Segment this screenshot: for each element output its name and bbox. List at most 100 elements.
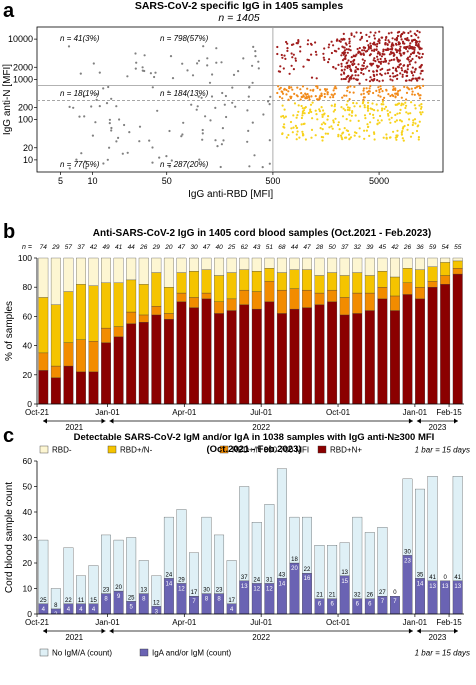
scatter-point-rbd-pos-n-pos xyxy=(315,77,318,80)
scatter-point-rbd-neg xyxy=(231,86,234,89)
scatter-point-rbd-pos-n-pos xyxy=(369,42,372,45)
scatter-point-rbd-pos-n-pos xyxy=(375,48,378,52)
scatter-point-rbd-pos-n-neg xyxy=(375,103,378,106)
scatter-point-rbd-pos-n-neg xyxy=(418,120,421,123)
scatter-point-rbd-pos-n-neg xyxy=(410,101,413,104)
sample-size-label: 47 xyxy=(203,244,211,251)
scatter-point-rbd-pos-n-neg xyxy=(345,103,348,106)
count-label-iga-igm: 15 xyxy=(341,579,348,585)
scatter-point-rbd-pos-n-neg xyxy=(322,121,325,124)
scatter-point-rbd-pos-n-pos xyxy=(370,78,373,81)
scatter-point-rbd-pos-n-neg xyxy=(412,121,415,124)
scatter-point-rbd-pos-n-pos xyxy=(346,75,349,78)
scatter-point-rbd-pos-n-neg xyxy=(418,104,421,107)
scatter-point-rbd-pos-n-neg xyxy=(387,112,390,116)
panel-c-title-line2: (Oct.2021 - Feb.2023) xyxy=(206,444,301,455)
scatter-point-rbd-pos-n-pos xyxy=(344,42,347,45)
scatter-point-rbd-pos-n-neg xyxy=(296,126,299,129)
scatter-point-rbd-pos-n-pos xyxy=(406,37,409,40)
scatter-point-rbd-pos-n-mid xyxy=(383,96,386,99)
scatter-point-rbd-pos-n-neg xyxy=(400,133,403,136)
bar-segment xyxy=(339,314,350,405)
bar-segment-no-igm xyxy=(339,542,350,576)
y-tick-label: 20 xyxy=(23,558,33,568)
scatter-point-rbd-neg xyxy=(72,106,75,109)
scatter-point-rbd-neg xyxy=(102,87,105,90)
scatter-point-rbd-pos-n-neg xyxy=(333,108,337,111)
scatter-point-rbd-pos-n-pos xyxy=(327,61,330,64)
scatter-point-rbd-pos-n-pos xyxy=(352,77,355,80)
scatter-point-rbd-pos-n-neg xyxy=(346,129,350,133)
scatter-point-rbd-pos-n-neg xyxy=(372,113,375,116)
scatter-point-rbd-neg xyxy=(115,140,118,143)
scatter-point-rbd-pos-n-mid xyxy=(353,85,356,88)
scatter-point-rbd-pos-n-mid xyxy=(375,89,378,92)
bar-segment xyxy=(276,272,287,291)
scatter-point-rbd-pos-n-neg xyxy=(414,107,417,110)
scatter-point-rbd-neg xyxy=(107,85,110,89)
scatter-point-rbd-neg xyxy=(248,86,251,89)
bar-segment xyxy=(239,257,250,270)
scatter-point-rbd-neg xyxy=(268,139,271,142)
sample-size-label: 47 xyxy=(303,244,311,251)
scatter-point-rbd-pos-n-neg xyxy=(300,116,303,120)
sample-size-label: 32 xyxy=(354,244,362,251)
scatter-point-rbd-pos-n-neg xyxy=(281,104,284,107)
scatter-point-rbd-pos-n-neg xyxy=(355,102,358,105)
bar-segment xyxy=(327,301,338,405)
scatter-point-rbd-pos-n-neg xyxy=(409,112,412,115)
y-tick-label: 80 xyxy=(23,282,33,292)
bar-segment xyxy=(427,257,438,267)
scatter-point-rbd-neg xyxy=(75,158,78,161)
count-label-no-igm: 24 xyxy=(166,572,173,578)
scatter-point-rbd-pos-n-neg xyxy=(348,109,351,112)
bar-segment-no-igm xyxy=(138,560,149,594)
y-tick-label: 40 xyxy=(23,507,33,517)
scatter-point-rbd-pos-n-neg xyxy=(330,125,333,128)
scatter-point-rbd-pos-n-pos xyxy=(280,53,283,57)
n-prefix: n = xyxy=(22,244,32,251)
scatter-point-rbd-pos-n-pos xyxy=(406,57,409,61)
scatter-point-rbd-pos-n-pos xyxy=(343,72,346,75)
x-tick-label: Jan-01 xyxy=(95,408,120,417)
scatter-point-rbd-pos-n-mid xyxy=(281,97,284,100)
scatter-point-rbd-pos-n-pos xyxy=(284,57,287,61)
bar-segment xyxy=(377,287,388,300)
arrow-head-right xyxy=(408,628,413,634)
bar-segment-no-igm xyxy=(50,588,61,610)
scatter-point-rbd-pos-n-neg xyxy=(296,130,299,133)
scatter-point-rbd-pos-n-mid xyxy=(362,92,365,95)
scatter-point-rbd-pos-n-pos xyxy=(378,53,382,56)
scatter-point-rbd-pos-n-pos xyxy=(292,53,295,56)
bar-segment xyxy=(302,257,312,270)
scatter-point-rbd-pos-n-neg xyxy=(324,132,327,135)
bar-segment xyxy=(214,257,225,276)
scatter-point-rbd-neg xyxy=(211,73,214,76)
bar-segment xyxy=(314,275,325,294)
bar-segment xyxy=(176,301,187,405)
bar-segment xyxy=(226,298,237,311)
scatter-point-rbd-pos-n-neg xyxy=(373,132,376,135)
scatter-point-rbd-pos-n-mid xyxy=(413,93,416,96)
sample-size-label: 41 xyxy=(115,244,123,251)
x-tick-label: Jan-01 xyxy=(403,408,428,417)
bar-segment xyxy=(88,341,99,373)
bar-segment xyxy=(314,292,325,305)
bar-segment xyxy=(364,292,375,311)
scatter-point-rbd-pos-n-mid xyxy=(378,88,381,91)
count-label-no-igm: 23 xyxy=(216,588,223,594)
scatter-point-rbd-pos-n-neg xyxy=(366,123,369,126)
sample-size-label: 49 xyxy=(102,244,110,251)
scatter-point-rbd-neg xyxy=(200,96,203,99)
quadrant-label: n = 77(5%) xyxy=(60,160,100,169)
scatter-point-rbd-neg xyxy=(117,136,120,139)
scatter-point-rbd-neg xyxy=(154,71,157,74)
scatter-point-rbd-pos-n-mid xyxy=(343,94,346,97)
scatter-point-rbd-neg xyxy=(269,95,272,98)
panel-a-axes: 5 10 50 500 5000 10 20 100 200 1000 2000 10000 IgG a… xyxy=(2,27,443,200)
scatter-point-rbd-pos-n-pos xyxy=(410,45,413,49)
scatter-point-rbd-neg xyxy=(191,74,195,77)
y-tick-label: 40 xyxy=(23,341,33,351)
y-tick-label: 200 xyxy=(18,103,33,113)
legend-swatch xyxy=(107,445,117,454)
